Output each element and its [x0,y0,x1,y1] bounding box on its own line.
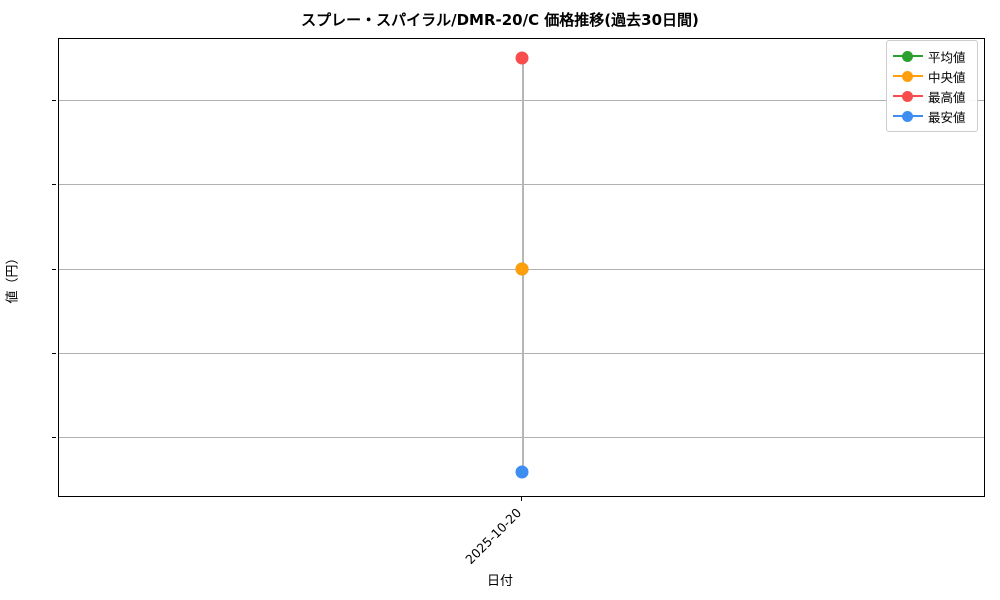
y-axis-label: 値（円） [5,251,21,304]
y-tick-mark-42 [52,184,56,186]
legend-label-median: 中央値 [928,69,966,85]
chart-legend[interactable]: 平均値 中央値 最高値 最安値 [886,40,978,132]
legend-item-median[interactable]: 中央値 [893,66,971,86]
y-tick-mark-36 [52,437,56,439]
data-point-median[interactable] [515,262,529,276]
gridline-42 [59,184,984,185]
legend-label-max: 最高値 [928,89,966,105]
x-axis-label: 日付 [486,574,513,589]
x-tick-mark-0 [521,497,523,501]
gridline-36 [59,437,984,438]
gridline-44 [59,100,984,101]
y-tick-mark-40 [52,269,56,271]
legend-label-mean: 平均値 [928,49,966,65]
x-tick-label-0: 2025-10-20 [462,505,525,567]
legend-marker-mean-icon [893,50,923,62]
legend-item-min[interactable]: 最安値 [893,106,971,126]
data-point-min[interactable] [515,465,529,479]
y-tick-mark-44 [52,100,56,102]
y-tick-mark-38 [52,353,56,355]
legend-label-min: 最安値 [928,109,966,125]
legend-item-mean[interactable]: 平均値 [893,46,971,66]
gridline-38 [59,353,984,354]
legend-marker-median-icon [893,70,923,82]
chart-title: スプレー・スパイラル/DMR-20/C 価格推移(過去30日間) [301,11,699,29]
legend-marker-min-icon [893,110,923,122]
data-point-max[interactable] [515,51,529,65]
legend-marker-max-icon [893,90,923,102]
legend-item-max[interactable]: 最高値 [893,86,971,106]
plot-area [58,38,985,497]
